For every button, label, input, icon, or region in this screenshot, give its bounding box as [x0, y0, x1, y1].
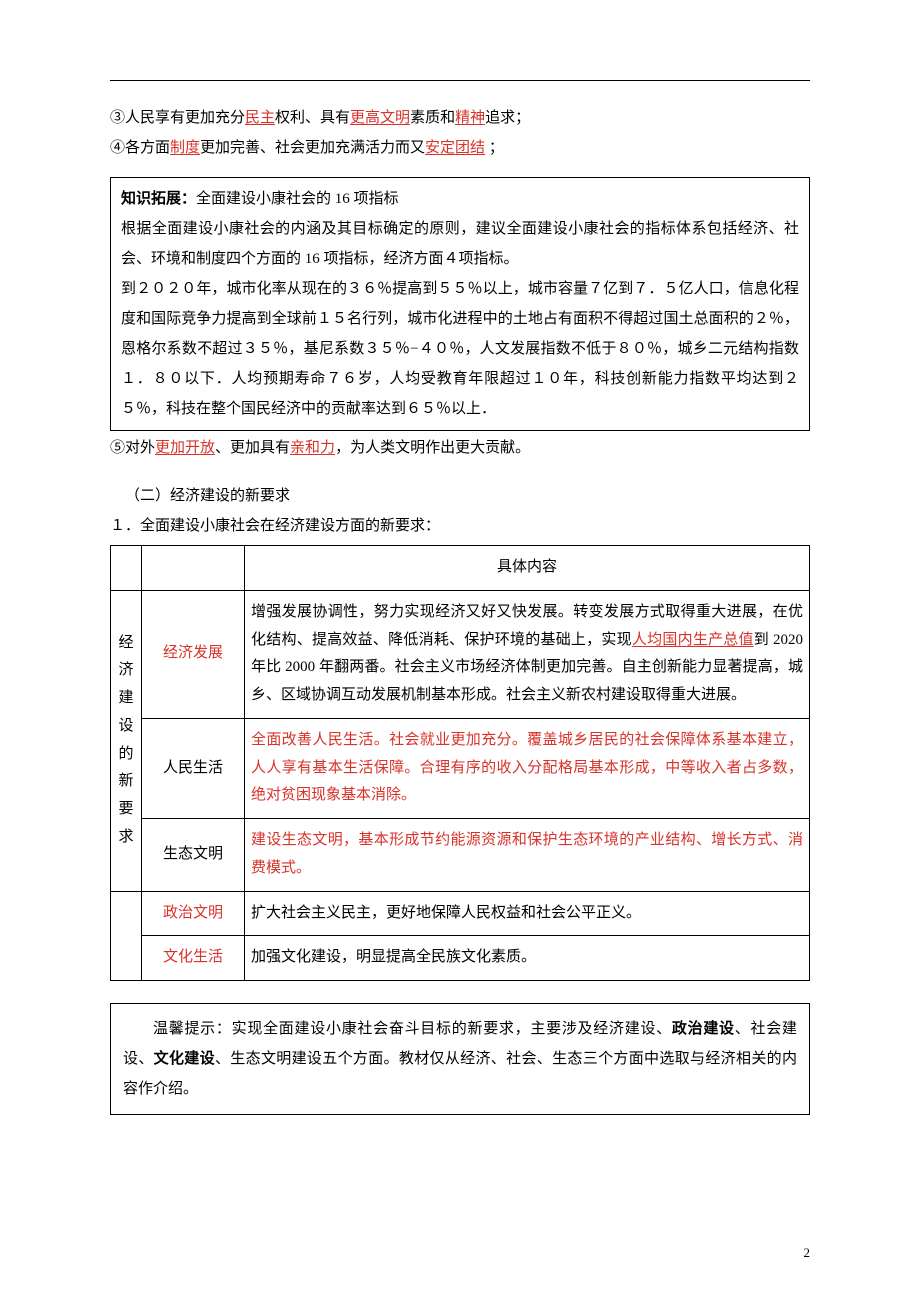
row-body-eco: 建设生态文明，基本形成节约能源资源和保护生态环境的产业结构、增长方式、消费模式。: [245, 819, 810, 892]
text: 更加完善、社会更加充满活力而又: [200, 140, 425, 156]
text: 权利、具有: [275, 110, 350, 126]
row-body-life: 全面改善人民生活。社会就业更加充分。覆盖城乡居民的社会保障体系基本建立，人人享有…: [245, 718, 810, 818]
text: 素质和: [410, 110, 455, 126]
page-number: 2: [804, 1240, 811, 1266]
box-line: 根据全面建设小康社会的内涵及其目标确定的原则，建议全面建设小康社会的指标体系包括…: [121, 214, 799, 274]
bullet-5: ⑤对外更加开放、更加具有亲和力，为人类文明作出更大贡献。: [110, 433, 810, 463]
vertical-label: 经济建设的新要求: [111, 590, 142, 891]
underline-open: 更加开放: [155, 440, 215, 456]
bullet-4: ④各方面制度更加完善、社会更加充满活力而又安定团结 ；: [110, 133, 810, 163]
box-title: 知识拓展：全面建设小康社会的 16 项指标: [121, 184, 799, 214]
vertical-blank: [111, 891, 142, 981]
row-label-eco: 生态文明: [142, 819, 245, 892]
text: 、生态文明建设五个方面。教材仅从经济、社会、生态三个方面中选取与经济相关的内容作…: [123, 1051, 797, 1097]
table-header-row: 具体内容: [111, 546, 810, 591]
table-row: 文化生活 加强文化建设，明显提高全民族文化素质。: [111, 936, 810, 981]
underline-system: 制度: [170, 140, 200, 156]
text: ；: [485, 140, 504, 156]
row-body-culture: 加强文化建设，明显提高全民族文化素质。: [245, 936, 810, 981]
table-row: 政治文明 扩大社会主义民主，更好地保障人民权益和社会公平正义。: [111, 891, 810, 936]
table-row: 人民生活 全面改善人民生活。社会就业更加充分。覆盖城乡居民的社会保障体系基本建立…: [111, 718, 810, 818]
header-content: 具体内容: [245, 546, 810, 591]
table-row: 经济建设的新要求 经济发展 增强发展协调性，努力实现经济又好又快发展。转变发展方…: [111, 590, 810, 718]
text: ，为人类文明作出更大贡献。: [335, 440, 530, 456]
header-blank-1: [111, 546, 142, 591]
top-rule: [110, 80, 810, 81]
row-label-culture: 文化生活: [142, 936, 245, 981]
page: ③人民享有更加充分民主权利、具有更高文明素质和精神追求； ④各方面制度更加完善、…: [0, 0, 920, 1302]
text: 追求；: [485, 110, 530, 126]
row-label-economy: 经济发展: [142, 590, 245, 718]
text: 温馨提示：实现全面建设小康社会奋斗目标的新要求，主要涉及经济建设、: [153, 1021, 672, 1037]
row-label-politics: 政治文明: [142, 891, 245, 936]
tip-box: 温馨提示：实现全面建设小康社会奋斗目标的新要求，主要涉及经济建设、政治建设、社会…: [110, 1003, 810, 1115]
box-line: 到２０２０年，城市化率从现在的３６％提高到５５％以上，城市容量７亿到７．５亿人口…: [121, 274, 799, 424]
bullet-3: ③人民享有更加充分民主权利、具有更高文明素质和精神追求；: [110, 103, 810, 133]
underline-democracy: 民主: [245, 110, 275, 126]
text: ③人民享有更加充分: [110, 110, 245, 126]
row-body-politics: 扩大社会主义民主，更好地保障人民权益和社会公平正义。: [245, 891, 810, 936]
table-row: 生态文明 建设生态文明，基本形成节约能源资源和保护生态环境的产业结构、增长方式、…: [111, 819, 810, 892]
underline-spirit: 精神: [455, 110, 485, 126]
underline-affinity: 亲和力: [290, 440, 335, 456]
header-blank-2: [142, 546, 245, 591]
text: 、更加具有: [215, 440, 290, 456]
section-2-sub: １．全面建设小康社会在经济建设方面的新要求：: [110, 511, 810, 541]
text: ④各方面: [110, 140, 170, 156]
section-2-heading: （二）经济建设的新要求: [110, 481, 810, 511]
row-body-economy: 增强发展协调性，努力实现经济又好又快发展。转变发展方式取得重大进展，在优化结构、…: [245, 590, 810, 718]
box-title-rest: 全面建设小康社会的 16 项指标: [196, 191, 399, 207]
row-label-life: 人民生活: [142, 718, 245, 818]
underline-civilization: 更高文明: [350, 110, 410, 126]
knowledge-box: 知识拓展：全面建设小康社会的 16 项指标 根据全面建设小康社会的内涵及其目标确…: [110, 177, 810, 431]
box-title-bold: 知识拓展：: [121, 191, 196, 207]
bold-culture: 文化建设: [154, 1051, 215, 1067]
requirements-table: 具体内容 经济建设的新要求 经济发展 增强发展协调性，努力实现经济又好又快发展。…: [110, 545, 810, 981]
underline-gdp-per-capita: 人均国内生产总值: [632, 632, 754, 648]
text: ⑤对外: [110, 440, 155, 456]
bold-politics: 政治建设: [672, 1021, 735, 1037]
underline-stable-unity: 安定团结: [425, 140, 485, 156]
